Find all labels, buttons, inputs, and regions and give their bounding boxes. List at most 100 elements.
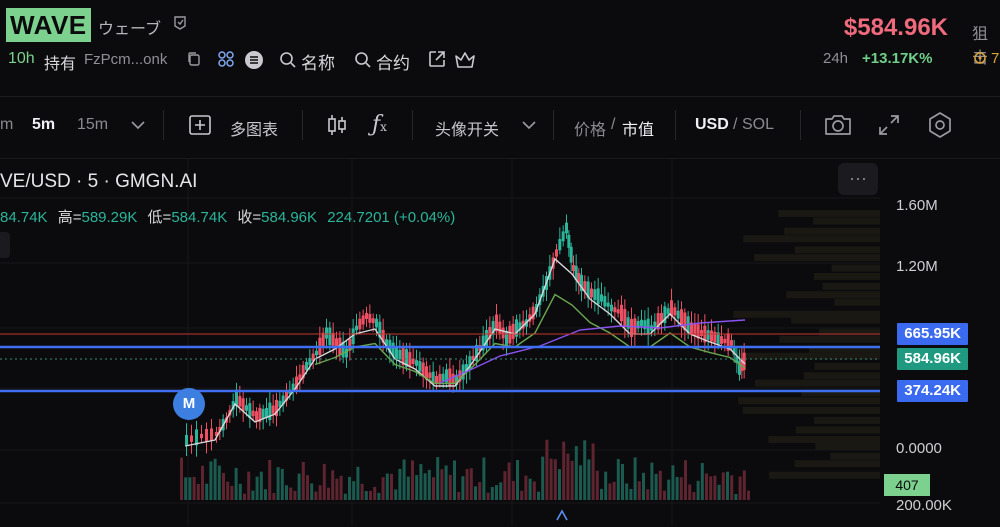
- candle-body: [448, 368, 452, 387]
- volume-bar: [448, 474, 452, 500]
- depth-block: [768, 471, 880, 479]
- candle-body: [706, 330, 710, 340]
- legend-toggle[interactable]: [0, 232, 10, 258]
- multi-chart-button[interactable]: 多图表: [230, 122, 279, 139]
- market-cap-mode-button[interactable]: 市值: [622, 122, 655, 139]
- search-contract-icon[interactable]: [354, 51, 372, 74]
- pair-title: VE/USD · 5 · GMGN.AI: [0, 171, 198, 192]
- high-value: 589.29K: [81, 209, 138, 226]
- volume-bar: [562, 441, 566, 500]
- volume-bar: [331, 470, 335, 500]
- depth-block: [813, 217, 880, 225]
- candle-body: [676, 310, 680, 319]
- candle-body: [696, 324, 700, 339]
- verified-icon[interactable]: [172, 15, 190, 33]
- fullscreen-icon[interactable]: [877, 113, 901, 142]
- token-address[interactable]: FzPcm...onk: [84, 51, 168, 68]
- candle-body: [640, 319, 643, 327]
- interval-5m[interactable]: 5m: [32, 116, 56, 133]
- search-contract-button[interactable]: 合约: [376, 54, 410, 73]
- volume-bar: [310, 483, 314, 500]
- volume-bar: [600, 488, 603, 500]
- volume-bar: [511, 480, 515, 500]
- chart-grid: [0, 158, 880, 525]
- volume-bar: [469, 468, 473, 500]
- toolbar-separator: [302, 110, 303, 140]
- marker-badge[interactable]: M: [173, 388, 205, 420]
- candle-body: [328, 327, 332, 346]
- volume-bar: [700, 463, 704, 500]
- hold-label: 持有: [44, 56, 77, 73]
- volume-bar: [482, 457, 486, 500]
- volume-bar: [604, 471, 608, 500]
- volume-bar: [364, 491, 368, 500]
- volume-bar: [558, 469, 561, 500]
- candle-type-icon[interactable]: [325, 113, 349, 142]
- indicators-icon[interactable]: ƒx: [372, 112, 387, 137]
- token-name: WAVE: [6, 8, 91, 42]
- more-options-button[interactable]: ···: [838, 163, 878, 195]
- candle-body: [613, 307, 617, 313]
- candle-body: [421, 362, 425, 377]
- price-mode-button[interactable]: 价格: [574, 122, 607, 139]
- depth-block: [778, 209, 880, 217]
- volume-bar: [663, 490, 666, 500]
- crown-icon[interactable]: [454, 50, 476, 75]
- search-name-icon[interactable]: [279, 51, 297, 74]
- candle-body: [528, 314, 532, 322]
- apps-icon[interactable]: [217, 50, 235, 73]
- candle-body: [325, 327, 328, 339]
- camera-icon[interactable]: [823, 112, 853, 143]
- candle-body: [738, 361, 741, 375]
- volume-bar: [322, 463, 326, 500]
- volume-bar: [188, 477, 192, 500]
- volume-bar: [293, 490, 297, 500]
- list-icon[interactable]: [244, 50, 264, 75]
- volume-bar: [499, 482, 503, 500]
- volume-bar: [738, 476, 742, 500]
- copy-icon[interactable]: [186, 51, 202, 67]
- interval-1m[interactable]: m: [0, 116, 14, 133]
- candle-body: [673, 307, 677, 316]
- depth-block: [803, 372, 880, 380]
- volume-bar: [616, 459, 620, 500]
- candle-body: [593, 289, 597, 301]
- candlestick-chart[interactable]: [0, 158, 1000, 525]
- market-cap-price: $584.96K: [843, 14, 948, 41]
- depth-block: [742, 406, 880, 414]
- search-name-button[interactable]: 名称: [301, 54, 335, 73]
- settings-icon[interactable]: [926, 111, 954, 144]
- chevron-down-icon[interactable]: [521, 118, 537, 137]
- volume-bar: [570, 460, 574, 500]
- avatar-toggle-button[interactable]: 头像开关: [435, 122, 500, 139]
- interval-15m[interactable]: 15m: [77, 116, 109, 133]
- currency-sol-button[interactable]: SOL: [742, 116, 775, 133]
- candle-body: [485, 330, 488, 346]
- candle-body: [311, 353, 315, 362]
- candle-body: [361, 315, 365, 325]
- lower-level-tag[interactable]: 374.24K: [897, 380, 968, 402]
- volume-bar: [217, 465, 221, 500]
- candle-body: [428, 372, 432, 379]
- candle-body: [620, 304, 623, 322]
- add-chart-icon[interactable]: [188, 114, 212, 141]
- volume-bar: [742, 470, 746, 500]
- depth-block: [830, 452, 880, 460]
- volume-bar: [285, 485, 288, 500]
- volume-bar: [579, 465, 582, 500]
- upper-level-tag[interactable]: 665.95K: [897, 323, 968, 345]
- candle-body: [732, 348, 736, 355]
- open-value: 84.74K: [0, 209, 48, 226]
- candle-body: [653, 321, 657, 328]
- currency-usd-button[interactable]: USD: [695, 116, 729, 133]
- candle-body: [255, 411, 258, 421]
- chevron-down-icon[interactable]: [130, 118, 146, 137]
- volume-bar: [360, 483, 364, 500]
- candle-body: [368, 313, 372, 323]
- depth-block: [768, 436, 880, 444]
- candle-body: [218, 426, 222, 432]
- candle-body: [395, 346, 398, 360]
- share-icon[interactable]: [427, 49, 447, 74]
- candle-body: [606, 302, 610, 307]
- volume-bar: [621, 463, 624, 500]
